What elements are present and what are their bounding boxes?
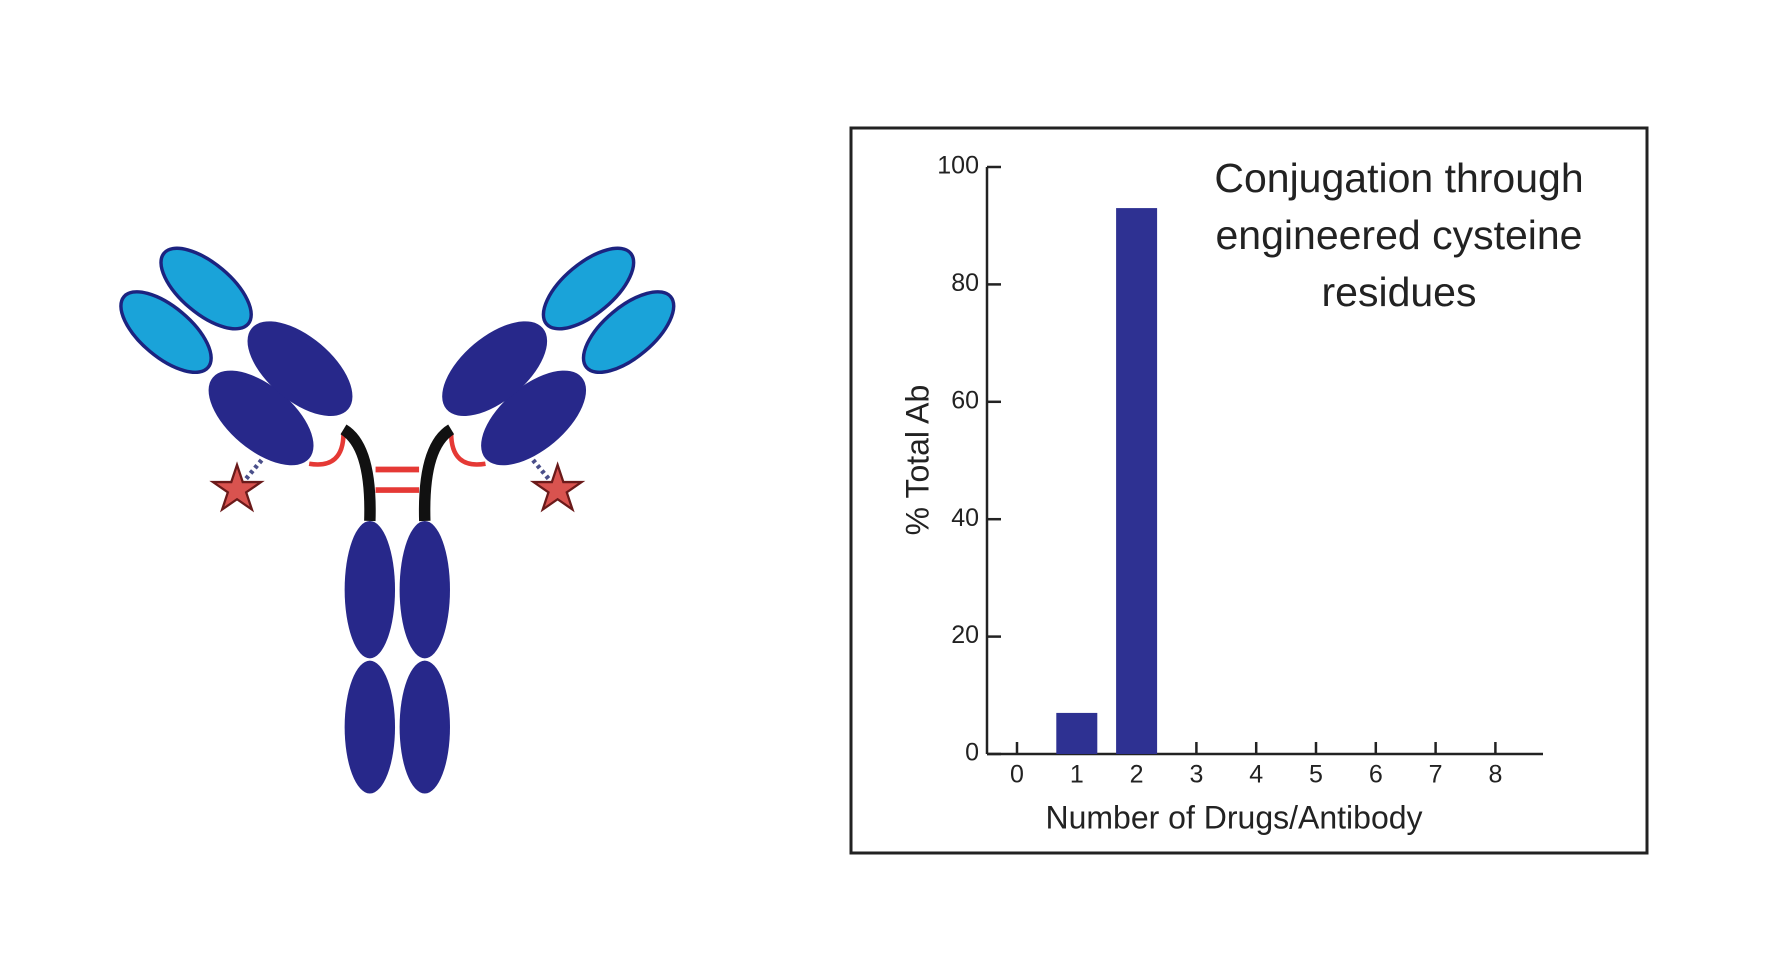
bar [1056,712,1098,754]
domain [344,520,396,659]
x-tick-label: 0 [1010,761,1024,789]
left-arm [108,234,370,521]
x-tick-label: 3 [1189,761,1203,789]
x-axis-label: Number of Drugs/Antibody [1045,799,1422,835]
x-tick-label: 6 [1369,761,1383,789]
chart: Number of Drugs/Antibody % Total Ab 0204… [899,152,1543,835]
x-tick-label: 2 [1130,761,1144,789]
y-axis-label: % Total Ab [899,385,935,536]
x-tick-label: 1 [1070,761,1084,789]
x-tick-label: 4 [1249,761,1263,789]
y-tick-label: 20 [951,621,979,649]
y-tick-label: 80 [951,269,979,297]
domain [399,660,450,794]
y-tick-label: 100 [937,152,979,180]
antibody-diagram [108,234,687,794]
y-tick-label: 60 [951,386,979,414]
y-tick-label: 0 [965,739,979,767]
x-tick-label: 8 [1488,761,1502,789]
x-tick-label: 7 [1429,761,1443,789]
x-tick-label: 5 [1309,761,1323,789]
bar [1116,208,1158,755]
chart-frame [849,126,1649,855]
right-arm [425,234,687,521]
domain [399,520,450,659]
chart-title: Conjugation through engineered cysteine … [1214,155,1584,315]
domain [344,660,396,794]
y-tick-label: 40 [951,504,979,532]
